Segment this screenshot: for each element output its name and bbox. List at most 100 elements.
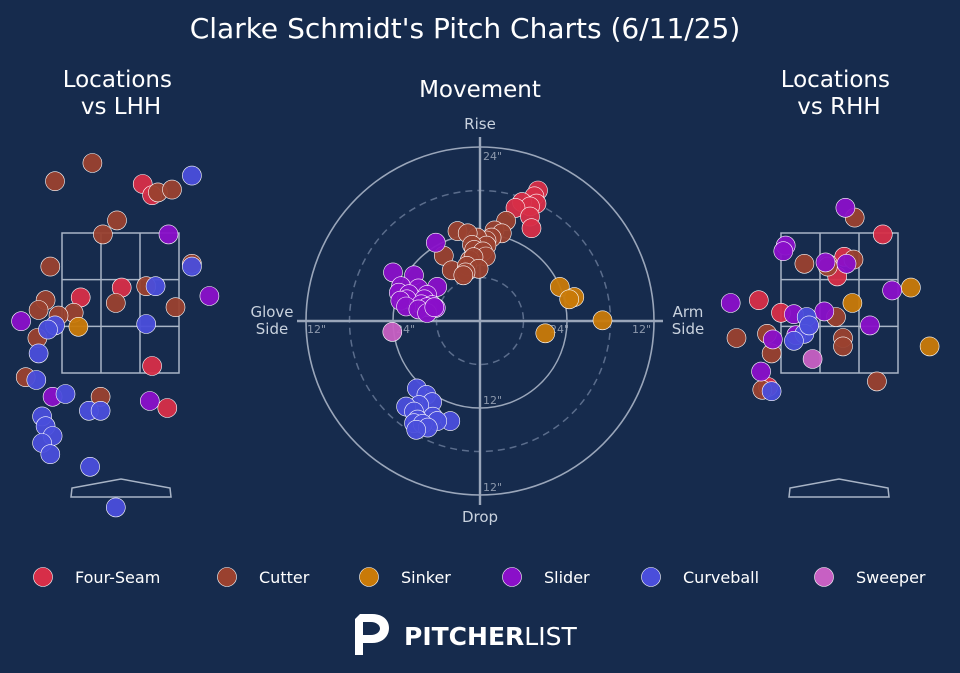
movement-pitch-slider: [424, 297, 445, 318]
panel-title-movement: Movement: [419, 77, 541, 103]
legend-label-slider: Slider: [544, 568, 590, 587]
rhh-pitch-cutter: [794, 253, 815, 274]
rhh-pitch-slider: [751, 361, 771, 382]
lhh-pitch-curveball: [38, 319, 58, 340]
rhh-pitch-sweeper: [802, 349, 823, 369]
legend-label-sinker: Sinker: [401, 568, 451, 587]
movement-axis-label-arm-side: Arm Side: [672, 303, 704, 338]
movement-ring-label: 24": [483, 150, 502, 163]
pitcherlist-brand: PITCHERLIST: [355, 614, 577, 655]
lhh-pitch-curveball: [55, 384, 76, 404]
lhh-pitch-curveball: [106, 497, 126, 518]
lhh-pitch-curveball: [80, 456, 100, 477]
rhh-pitch-slider: [814, 301, 835, 322]
movement-axis-label-drop: Drop: [462, 508, 498, 526]
legend: Four-Seam Cutter Sinker Slider Curveball Swee…: [33, 567, 926, 587]
legend-item-curveball: Curveball: [641, 567, 759, 587]
lhh-pitch-cutter: [40, 256, 61, 277]
lhh-pitch-curveball: [90, 400, 111, 421]
rhh-pitch-cutter: [867, 371, 887, 392]
movement-ring-label: 12": [307, 323, 326, 336]
lhh-pitch-slider: [11, 311, 31, 332]
movement-pitch-cutter: [453, 265, 474, 286]
movement-pitch-sinker: [559, 289, 580, 310]
movement-axis-label-rise: Rise: [464, 115, 496, 133]
rhh-pitch-slider: [762, 329, 783, 350]
movement-pitch-sweeper: [382, 322, 403, 342]
lhh-pitch-curveball: [40, 444, 61, 465]
legend-label-curveball: Curveball: [683, 568, 759, 587]
lhh-pitch-slider: [158, 224, 179, 245]
lhh-pitch-slider: [140, 391, 160, 411]
movement-pitch-sinker: [592, 310, 613, 331]
legend-marker-curveball: [641, 567, 661, 587]
movement-pitch-slider: [425, 232, 446, 253]
movement-ring-label: 12": [483, 481, 502, 494]
lhh-pitch-cutter: [45, 171, 65, 191]
movement-ring-label: 12": [632, 323, 651, 336]
panel-title-lhh: Locations vs LHH: [63, 67, 180, 120]
rhh-pitch-slider: [836, 253, 857, 274]
legend-item-four-seam: Four-Seam: [33, 567, 160, 587]
lhh-pitch-curveball: [26, 370, 47, 390]
lhh-home-plate: [70, 478, 172, 498]
lhh-pitch-curveball: [145, 276, 166, 297]
lhh-pitch-cutter: [162, 179, 182, 200]
legend-marker-sweeper: [814, 567, 834, 587]
locations-vs-lhh-panel: Locations vs LHH: [11, 67, 220, 518]
lhh-pitch-cutter: [106, 293, 126, 313]
legend-label-cutter: Cutter: [259, 568, 310, 587]
legend-item-slider: Slider: [502, 567, 590, 587]
legend-label-sweeper: Sweeper: [856, 568, 926, 587]
lhh-pitch-cutter: [107, 210, 127, 231]
movement-ring-label: 12": [483, 394, 502, 407]
legend-marker-four-seam: [33, 567, 53, 587]
legend-marker-slider: [502, 567, 522, 587]
movement-panel: Movement 24"12"12"24"24"12"12"24"RiseDro…: [250, 77, 704, 526]
legend-marker-cutter: [217, 567, 237, 587]
rhh-pitch-slider: [815, 252, 836, 273]
figure-title: Clarke Schmidt's Pitch Charts (6/11/25): [190, 12, 741, 45]
rhh-home-plate: [788, 478, 890, 498]
lhh-pitch-cutter: [165, 297, 186, 318]
rhh-pitch-four-seam: [872, 224, 893, 245]
lhh-pitch-sinker: [68, 316, 89, 337]
legend-marker-sinker: [359, 567, 379, 587]
lhh-pitch-four-seam: [142, 356, 162, 376]
rhh-pitch-sinker: [842, 293, 863, 313]
rhh-pitch-slider: [882, 280, 902, 301]
rhh-pitch-slider: [773, 241, 794, 261]
rhh-pitch-cutter: [726, 328, 747, 348]
lhh-pitch-curveball: [136, 314, 156, 334]
lhh-pitch-four-seam: [157, 398, 178, 418]
rhh-pitch-slider: [835, 198, 856, 218]
rhh-pitch-slider: [720, 293, 741, 313]
rhh-pitch-cutter: [833, 336, 853, 357]
lhh-pitch-slider: [199, 286, 220, 306]
pitcherlist-logo-icon: [355, 614, 389, 655]
lhh-pitch-cutter: [82, 153, 103, 173]
panel-title-rhh: Locations vs RHH: [781, 67, 898, 120]
brand-wordmark: PITCHERLIST: [404, 622, 577, 651]
movement-axis-label-glove-side: Glove Side: [250, 303, 293, 338]
lhh-pitch-curveball: [182, 256, 202, 277]
movement-pitch-sinker: [535, 323, 556, 344]
movement-pitch-four-seam: [521, 218, 542, 238]
lhh-pitch-cutter: [93, 224, 113, 245]
lhh-pitch-cutter: [28, 300, 49, 320]
legend-label-four-seam: Four-Seam: [75, 568, 160, 587]
brand-light: LIST: [524, 622, 577, 651]
legend-item-cutter: Cutter: [217, 567, 310, 587]
rhh-pitch-sinker: [901, 277, 921, 298]
lhh-pitch-curveball: [28, 343, 49, 364]
rhh-pitch-four-seam: [748, 290, 769, 311]
rhh-pitch-curveball: [799, 315, 819, 336]
locations-vs-rhh-panel: Locations vs RHH: [720, 67, 940, 498]
lhh-pitch-curveball: [182, 165, 202, 186]
rhh-pitch-sinker: [919, 336, 940, 357]
rhh-pitch-curveball: [784, 330, 804, 351]
legend-item-sweeper: Sweeper: [814, 567, 926, 587]
rhh-pitch-curveball: [761, 381, 782, 402]
rhh-pitch-slider: [860, 315, 880, 336]
